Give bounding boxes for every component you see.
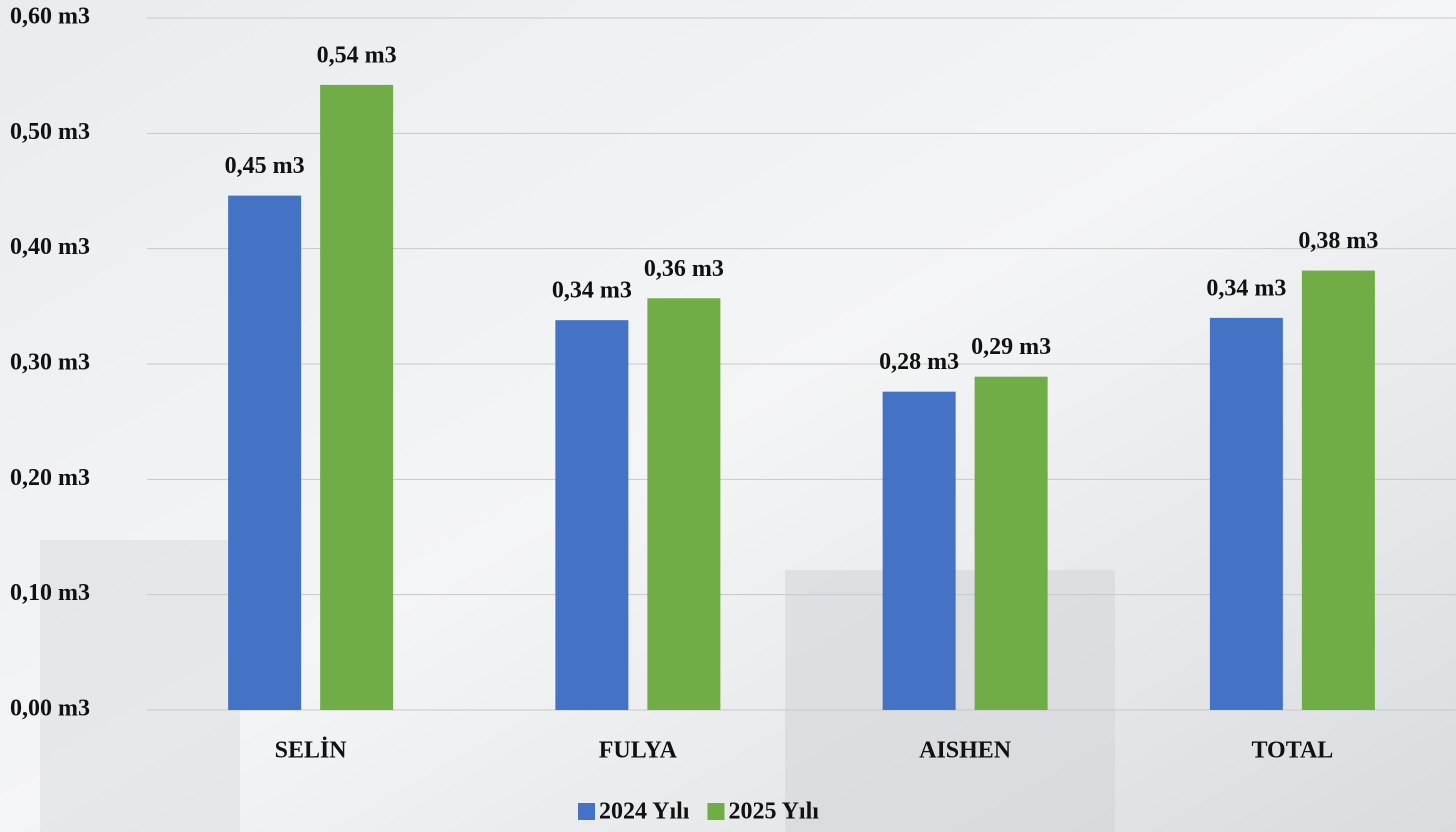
bar bbox=[228, 195, 302, 710]
data-label: 0,34 m3 bbox=[1206, 275, 1286, 301]
y-tick-label: 0,10 m3 bbox=[10, 580, 90, 606]
legend-label: 2024 Yılı bbox=[599, 799, 690, 825]
legend-swatch bbox=[578, 803, 595, 820]
tower-shape bbox=[40, 540, 240, 832]
y-tick-label: 0,40 m3 bbox=[10, 234, 90, 260]
y-tick-label: 0,30 m3 bbox=[10, 350, 90, 376]
y-tick-label: 0,60 m3 bbox=[10, 4, 90, 30]
bar bbox=[320, 84, 394, 711]
bar bbox=[555, 320, 629, 710]
y-tick-label: 0,20 m3 bbox=[10, 465, 90, 491]
x-tick-label: SELİN bbox=[275, 738, 348, 764]
x-tick-label: FULYA bbox=[599, 738, 678, 764]
legend-label: 2025 Yılı bbox=[728, 799, 819, 825]
data-label: 0,38 m3 bbox=[1298, 228, 1378, 254]
y-tick-label: 0,00 m3 bbox=[10, 696, 90, 722]
x-tick-label: AISHEN bbox=[919, 738, 1012, 764]
bar bbox=[974, 376, 1048, 710]
bar bbox=[1209, 317, 1283, 710]
bar bbox=[1301, 270, 1375, 710]
legend-swatch bbox=[707, 803, 725, 820]
y-tick-label: 0,50 m3 bbox=[10, 119, 90, 145]
x-tick-label: TOTAL bbox=[1251, 738, 1333, 764]
data-label: 0,28 m3 bbox=[879, 349, 959, 375]
data-label: 0,29 m3 bbox=[971, 334, 1051, 360]
bar bbox=[882, 391, 956, 710]
data-label: 0,36 m3 bbox=[644, 256, 724, 282]
data-label: 0,34 m3 bbox=[552, 278, 632, 304]
bar bbox=[647, 298, 721, 710]
data-label: 0,54 m3 bbox=[317, 42, 397, 68]
data-label: 0,45 m3 bbox=[225, 153, 305, 179]
